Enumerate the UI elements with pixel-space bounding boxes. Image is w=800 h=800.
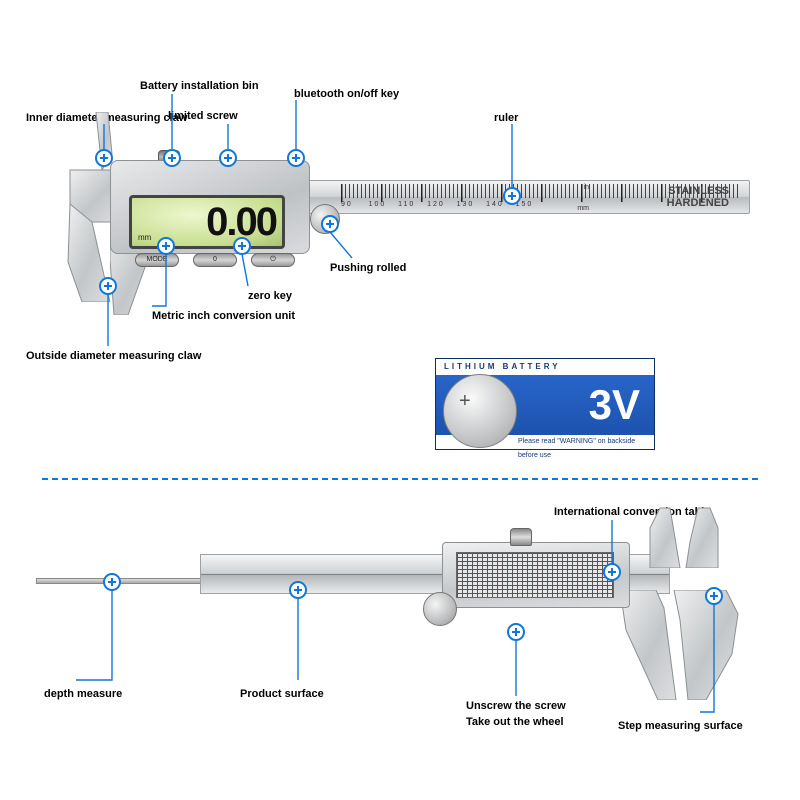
label-ruler: ruler [494,112,518,124]
depth-probe [36,578,206,584]
figure-caliper-rear [0,498,800,748]
conversion-table [456,552,614,598]
marker-ruler [503,187,521,205]
lock-screw [510,528,532,546]
battery-voltage: 3V [589,381,640,429]
label-outer-claw: Outside diameter measuring claw [26,350,201,362]
marker-conv [603,563,621,581]
marker-metric [157,237,175,255]
label-metric-inch: Metric inch conversion unit [152,310,295,322]
figure-digital-caliper: 90 100 110 120 130 140 150 in mm STAINLE… [0,100,800,350]
label-zero: zero key [248,290,292,302]
label-bluetooth: bluetooth on/off key [294,88,399,100]
lower-jaws [614,590,744,700]
label-limited-screw: limited screw [168,110,238,122]
label-step: Step measuring surface [618,720,743,732]
unit-mm: mm [577,205,589,212]
display-unit: mm [138,233,151,242]
label-battery-bin: Battery installation bin [140,80,259,92]
unit-in: in [584,184,589,191]
ruler-stamp: STAINLESS HARDENED [667,185,729,209]
upper-jaws [640,498,740,568]
marker-battery-bin [163,149,181,167]
lcd-display: mm 0.00 [129,195,285,249]
marker-step [705,587,723,605]
coin-cell [443,374,517,448]
marker-depth [103,573,121,591]
marker-bluetooth [287,149,305,167]
zero-button: 0 [193,253,237,267]
thumb-wheel [423,592,457,626]
label-pushing: Pushing rolled [330,262,406,274]
battery-pack: LITHIUM BATTERY 3V Please read "WARNING"… [435,358,655,450]
label-depth: depth measure [44,688,122,700]
label-takeout: Take out the wheel [466,716,564,728]
label-surface: Product surface [240,688,324,700]
marker-outer-claw [99,277,117,295]
power-button: ⏻ [251,253,295,267]
label-unscrew: Unscrew the screw [466,700,566,712]
marker-zero [233,237,251,255]
marker-limited-screw [219,149,237,167]
marker-inner-claw [95,149,113,167]
mode-button: MODE [135,253,179,267]
battery-top-label: LITHIUM BATTERY [436,359,654,375]
section-divider [42,478,758,480]
marker-surface [289,581,307,599]
plus-icon: + [459,390,471,413]
marker-pushing [321,215,339,233]
marker-unscrew [507,623,525,641]
